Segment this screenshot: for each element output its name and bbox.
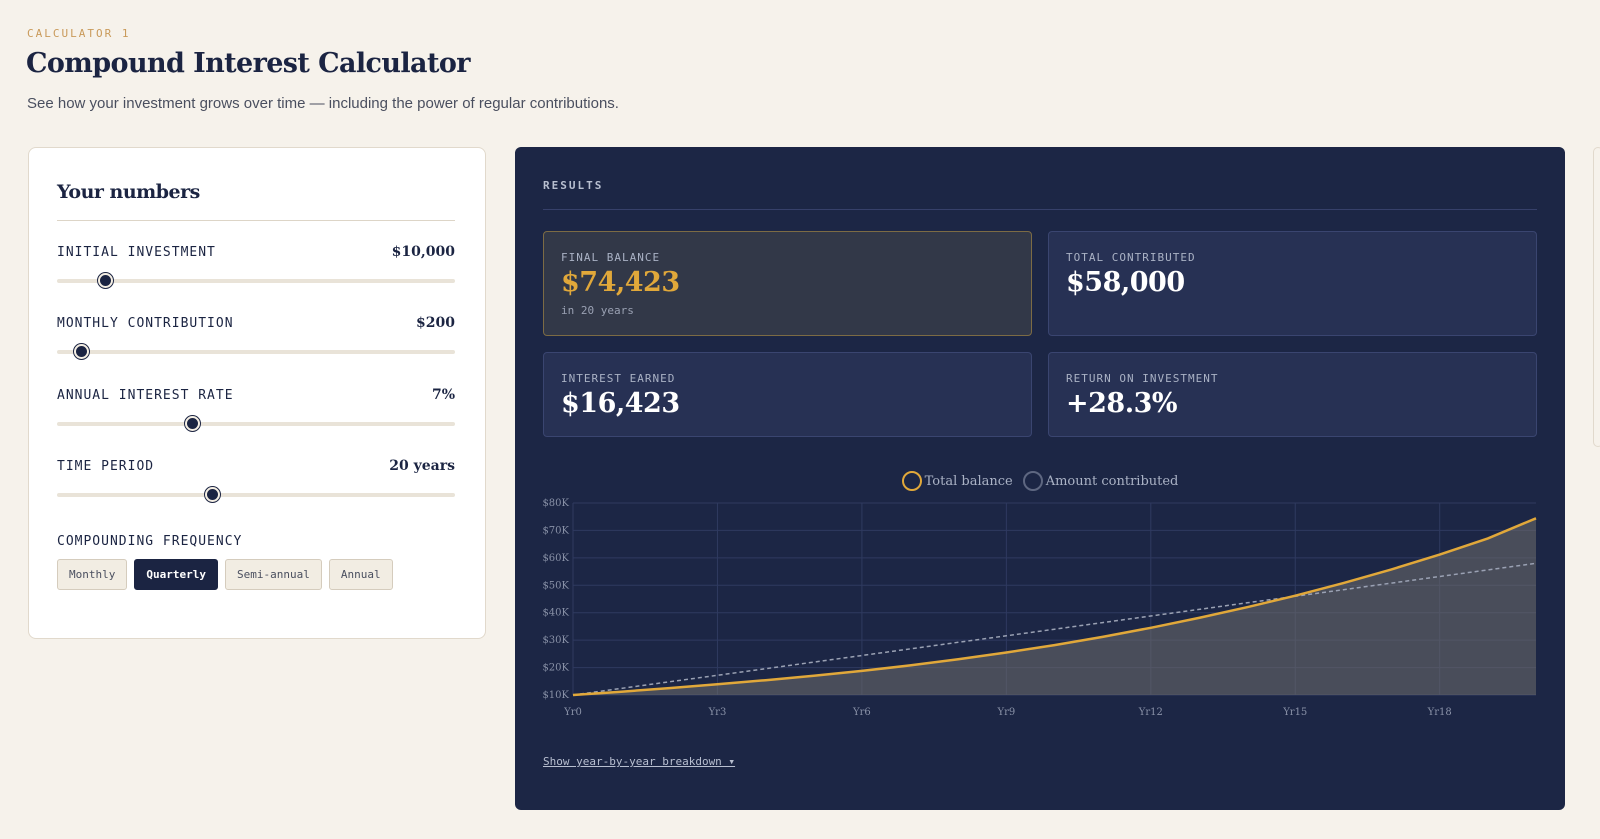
chart-legend: Total balance Amount contributed [515,471,1565,491]
interest-earned-value: $16,423 [561,388,680,419]
interest-rate-label: ANNUAL INTEREST RATE [57,388,234,403]
y-tick-label: $40K [542,608,569,619]
next-panel-edge [1593,147,1600,447]
y-tick-label: $10K [542,690,569,701]
divider [543,209,1537,210]
panel-title: Your numbers [57,181,200,203]
divider [57,220,455,221]
interest-rate-slider[interactable] [57,416,455,431]
total-contributed-card: TOTAL CONTRIBUTED $58,000 [1048,231,1537,336]
inputs-panel: Your numbers INITIAL INVESTMENT $10,000 … [28,147,486,639]
total-contributed-value: $58,000 [1066,267,1185,298]
x-tick-label: Yr15 [1282,707,1307,718]
x-tick-label: Yr6 [852,707,871,718]
x-tick-label: Yr18 [1427,707,1452,718]
page-eyebrow: CALCULATOR 1 [27,27,131,40]
roi-value: +28.3% [1066,388,1178,419]
monthly-contribution-slider[interactable] [57,344,455,359]
x-tick-label: Yr0 [563,707,582,718]
freq-monthly-button[interactable]: Monthly [57,559,128,590]
y-tick-label: $30K [542,635,569,646]
final-balance-label: FINAL BALANCE [561,251,661,264]
page-title: Compound Interest Calculator [26,48,470,79]
monthly-contribution-slider-thumb[interactable] [73,344,89,359]
total-balance-swatch-icon [901,471,922,491]
interest-rate-slider-thumb[interactable] [185,416,201,431]
page-subtitle: See how your investment grows over time … [27,95,619,112]
time-period-slider[interactable] [57,487,455,502]
initial-investment-slider[interactable] [57,273,455,288]
year-by-year-breakdown-link[interactable]: Show year-by-year breakdown ▾ [543,755,736,768]
y-tick-label: $70K [542,525,569,536]
interest-rate-value: 7% [431,387,455,403]
time-period-slider-thumb[interactable] [205,487,221,502]
roi-card: RETURN ON INVESTMENT +28.3% [1048,352,1537,437]
legend-total-balance[interactable]: Total balance [901,471,1013,491]
freq-annual-button[interactable]: Annual [328,559,393,590]
initial-investment-slider-thumb[interactable] [97,273,113,288]
initial-investment-value: $10,000 [391,244,455,260]
interest-earned-card: INTEREST EARNED $16,423 [543,352,1032,437]
final-balance-value: $74,423 [561,267,680,298]
compounding-frequency-label: COMPOUNDING FREQUENCY [57,534,243,549]
results-panel: RESULTS FINAL BALANCE $74,423 in 20 year… [515,147,1565,810]
x-tick-label: Yr12 [1138,707,1163,718]
total-balance-line [572,517,1537,697]
time-period-label: TIME PERIOD [57,459,155,474]
legend-amount-contributed-label: Amount contributed [1045,473,1179,489]
time-period-value: 20 years [389,458,455,474]
y-tick-label: $50K [542,580,569,591]
final-balance-card: FINAL BALANCE $74,423 in 20 years [543,231,1032,336]
total-balance-area [573,518,1536,695]
initial-investment-field: INITIAL INVESTMENT $10,000 [57,244,455,295]
roi-label: RETURN ON INVESTMENT [1066,372,1219,385]
time-period-field: TIME PERIOD 20 years [57,458,455,509]
freq-semi-annual-button[interactable]: Semi-annual [224,559,322,590]
compounding-frequency-group: Monthly Quarterly Semi-annual Annual [57,559,393,590]
x-tick-label: Yr9 [996,707,1015,718]
monthly-contribution-field: MONTHLY CONTRIBUTION $200 [57,315,455,366]
legend-total-balance-label: Total balance [924,473,1013,489]
amount-contributed-line [572,562,1537,696]
x-tick-label: Yr3 [708,707,727,718]
freq-quarterly-button[interactable]: Quarterly [134,559,218,590]
y-tick-label: $20K [542,663,569,674]
legend-amount-contributed[interactable]: Amount contributed [1022,471,1179,491]
interest-rate-field: ANNUAL INTEREST RATE 7% [57,387,455,438]
interest-earned-label: INTEREST EARNED [561,372,676,385]
y-tick-label: $80K [542,498,569,509]
final-balance-note: in 20 years [561,304,634,317]
initial-investment-label: INITIAL INVESTMENT [57,245,216,260]
total-contributed-label: TOTAL CONTRIBUTED [1066,251,1196,264]
monthly-contribution-label: MONTHLY CONTRIBUTION [57,316,234,331]
results-label: RESULTS [543,179,604,192]
growth-chart: $10K $20K $30K $40K $50K $60K $70K $80K Yr0 Yr3 Yr… [542,498,1537,718]
monthly-contribution-value: $200 [416,315,455,331]
y-tick-label: $60K [542,553,569,564]
amount-contributed-swatch-icon [1022,471,1043,491]
